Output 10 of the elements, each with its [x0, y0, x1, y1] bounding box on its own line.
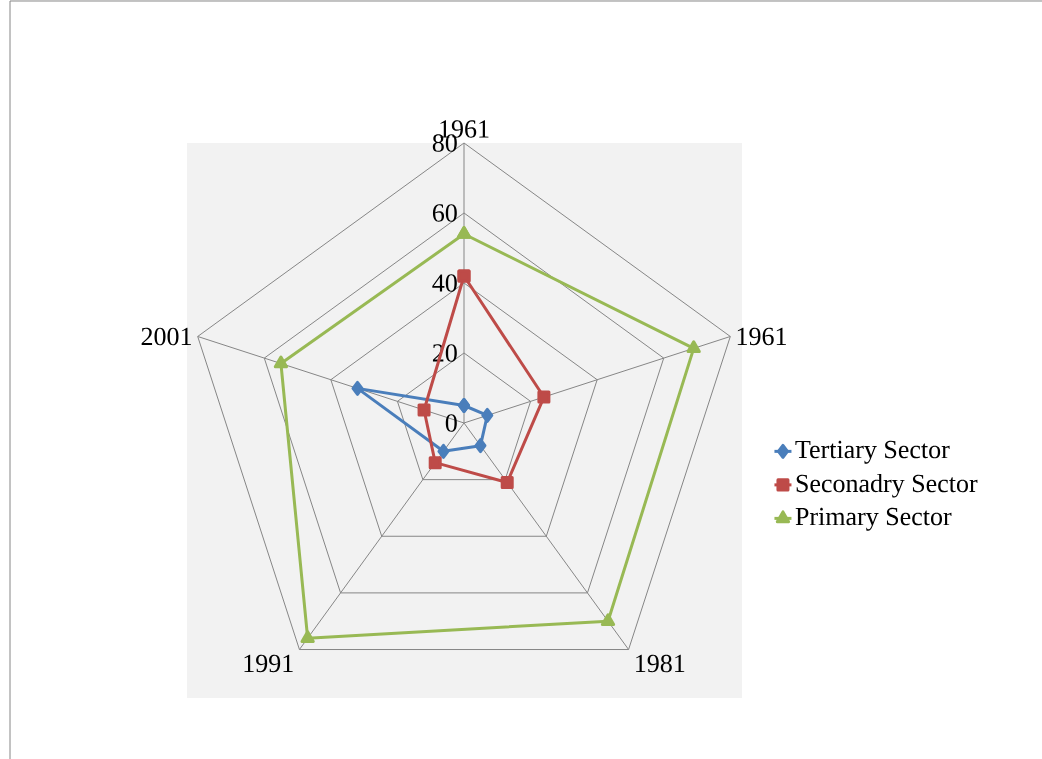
- y-tick-label: 40: [432, 274, 457, 292]
- spoke-label: 1961: [737, 327, 786, 346]
- y-tick-label: 60: [432, 204, 457, 222]
- y-tick-label: 0: [445, 414, 457, 432]
- legend-label: Primary Sector: [795, 507, 952, 531]
- legend-label: Seconadry Sector: [796, 473, 978, 498]
- spoke-label: 1991: [244, 654, 293, 673]
- legend-label: Tertiary Sector: [795, 440, 950, 464]
- spoke-label: 1981: [636, 654, 685, 673]
- spoke-label: 2001: [141, 327, 191, 346]
